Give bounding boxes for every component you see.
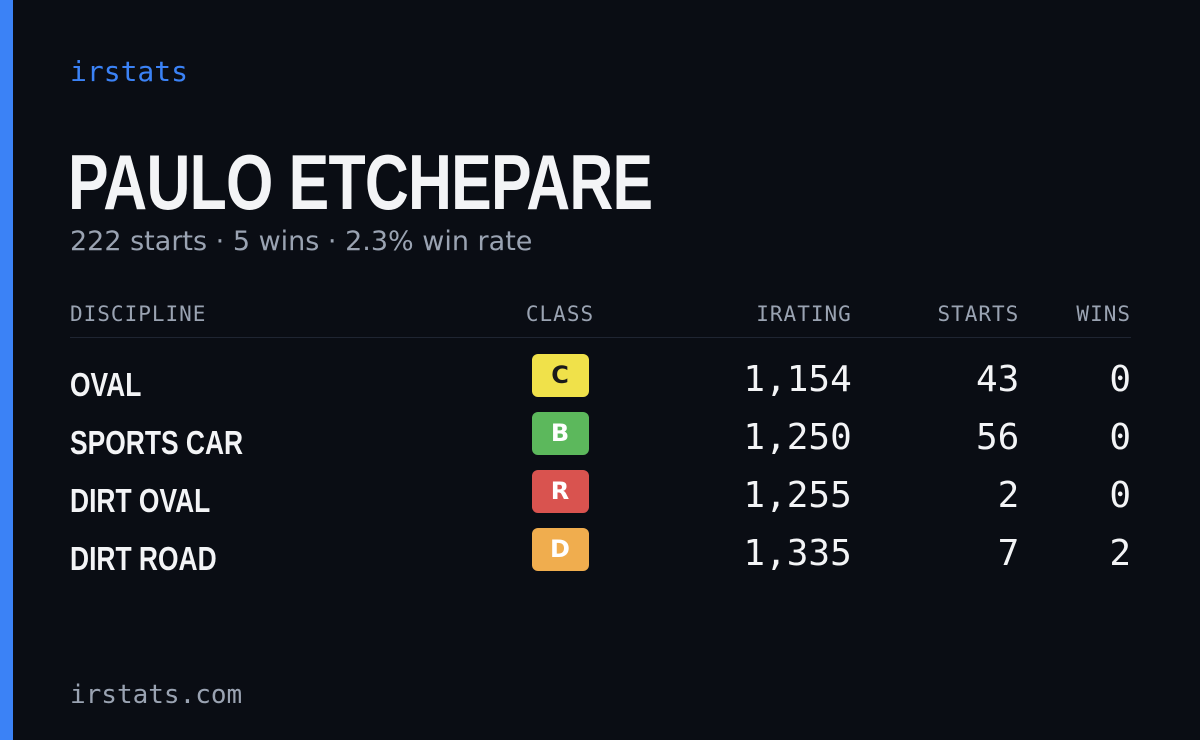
header-starts: STARTS xyxy=(851,295,1020,338)
class-badge: C xyxy=(531,353,589,397)
header-wins: WINS xyxy=(1019,295,1131,338)
class-badge: B xyxy=(531,411,589,455)
starts-value: 7 xyxy=(997,532,1020,574)
driver-summary: 222 starts · 5 wins · 2.3% win rate xyxy=(70,226,533,257)
starts-value: 43 xyxy=(975,358,1020,400)
discipline-table: DISCIPLINE CLASS IRATING STARTS WINS OVA… xyxy=(70,295,1131,582)
irating-value: 1,255 xyxy=(743,474,852,516)
table-header-row: DISCIPLINE CLASS IRATING STARTS WINS xyxy=(70,295,1131,338)
footer-url[interactable]: irstats.com xyxy=(70,680,243,710)
discipline-name: DIRT OVAL xyxy=(70,482,211,519)
starts-value: 2 xyxy=(997,474,1020,516)
wins-value: 2 xyxy=(1109,532,1131,574)
wins-value: 0 xyxy=(1109,358,1131,400)
header-class: CLASS xyxy=(490,295,630,338)
table-row: DIRT ROAD D 1,335 7 2 xyxy=(70,524,1131,582)
discipline-name: SPORTS CAR xyxy=(70,424,244,461)
irating-value: 1,250 xyxy=(743,416,852,458)
header-irating: IRATING xyxy=(630,295,852,338)
accent-bar xyxy=(0,0,13,740)
irating-value: 1,335 xyxy=(743,532,852,574)
irating-value: 1,154 xyxy=(743,358,852,400)
wins-value: 0 xyxy=(1109,416,1131,458)
brand-logo[interactable]: irstats xyxy=(70,55,189,88)
driver-name: PAULO ETCHEPARE xyxy=(68,138,653,226)
class-badge: D xyxy=(531,527,589,571)
header-discipline: DISCIPLINE xyxy=(70,295,490,338)
starts-value: 56 xyxy=(975,416,1020,458)
class-badge: R xyxy=(531,469,589,513)
discipline-name: DIRT ROAD xyxy=(70,540,217,577)
wins-value: 0 xyxy=(1109,474,1131,516)
table-row: SPORTS CAR B 1,250 56 0 xyxy=(70,408,1131,466)
table-row: OVAL C 1,154 43 0 xyxy=(70,338,1131,409)
table-row: DIRT OVAL R 1,255 2 0 xyxy=(70,466,1131,524)
discipline-name: OVAL xyxy=(70,366,142,403)
